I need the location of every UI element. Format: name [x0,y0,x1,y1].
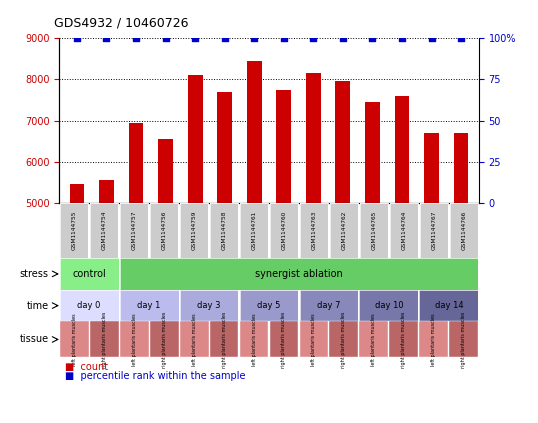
Text: left plantaris muscles: left plantaris muscles [192,313,196,366]
Bar [336,81,350,409]
Point [221,35,229,41]
Text: GDS4932 / 10460726: GDS4932 / 10460726 [54,16,188,30]
Text: left plantaris muscles: left plantaris muscles [431,313,436,366]
Text: tissue: tissue [19,335,48,344]
Text: GSM1144761: GSM1144761 [251,211,257,250]
Text: GSM1144762: GSM1144762 [342,211,346,250]
Bar [424,133,439,409]
Bar [188,75,202,409]
Text: day 3: day 3 [197,301,221,310]
Text: GSM1144758: GSM1144758 [222,211,226,250]
Point [309,35,317,41]
Bar [454,133,469,409]
Text: GSM1144763: GSM1144763 [312,211,316,250]
Text: day 0: day 0 [77,301,101,310]
Text: day 10: day 10 [374,301,403,310]
Text: right plantaris muscles: right plantaris muscles [401,311,406,368]
Text: right plantaris muscles: right plantaris muscles [222,311,226,368]
Text: GSM1144764: GSM1144764 [401,211,406,250]
Text: GSM1144755: GSM1144755 [72,211,77,250]
Point [427,35,436,41]
Point [191,35,200,41]
Bar [129,123,144,409]
Bar [69,184,84,409]
Bar [306,73,321,409]
Text: left plantaris muscles: left plantaris muscles [371,313,377,366]
Text: right plantaris muscles: right plantaris muscles [281,311,287,368]
Text: right plantaris muscles: right plantaris muscles [342,311,346,368]
Point [250,35,259,41]
Bar [158,139,173,409]
Bar [217,92,232,409]
Point [338,35,347,41]
Text: ■  count: ■ count [65,362,108,372]
Text: left plantaris muscles: left plantaris muscles [132,313,137,366]
Text: stress: stress [19,269,48,279]
Text: right plantaris muscles: right plantaris muscles [461,311,466,368]
Text: time: time [26,301,48,310]
Text: GSM1144757: GSM1144757 [132,211,137,250]
Text: day 7: day 7 [317,301,341,310]
Text: ■  percentile rank within the sample: ■ percentile rank within the sample [65,371,245,381]
Text: left plantaris muscles: left plantaris muscles [72,313,77,366]
Bar [394,96,409,409]
Text: GSM1144754: GSM1144754 [102,211,107,250]
Text: GSM1144756: GSM1144756 [161,211,167,250]
Point [457,35,465,41]
Bar [277,90,291,409]
Text: day 1: day 1 [137,301,161,310]
Text: right plantaris muscles: right plantaris muscles [102,311,107,368]
Text: synergist ablation: synergist ablation [255,269,343,279]
Text: GSM1144759: GSM1144759 [192,211,196,250]
Point [161,35,170,41]
Text: day 5: day 5 [257,301,281,310]
Bar [247,61,261,409]
Point [132,35,140,41]
Text: control: control [72,269,106,279]
Text: left plantaris muscles: left plantaris muscles [312,313,316,366]
Text: left plantaris muscles: left plantaris muscles [251,313,257,366]
Point [368,35,377,41]
Text: day 14: day 14 [435,301,463,310]
Text: GSM1144766: GSM1144766 [461,211,466,250]
Point [73,35,81,41]
Bar [365,102,380,409]
Point [279,35,288,41]
Point [102,35,111,41]
Text: GSM1144765: GSM1144765 [371,211,377,250]
Text: GSM1144767: GSM1144767 [431,211,436,250]
Point [398,35,406,41]
Text: right plantaris muscles: right plantaris muscles [161,311,167,368]
Text: GSM1144760: GSM1144760 [281,211,287,250]
Bar [99,180,114,409]
